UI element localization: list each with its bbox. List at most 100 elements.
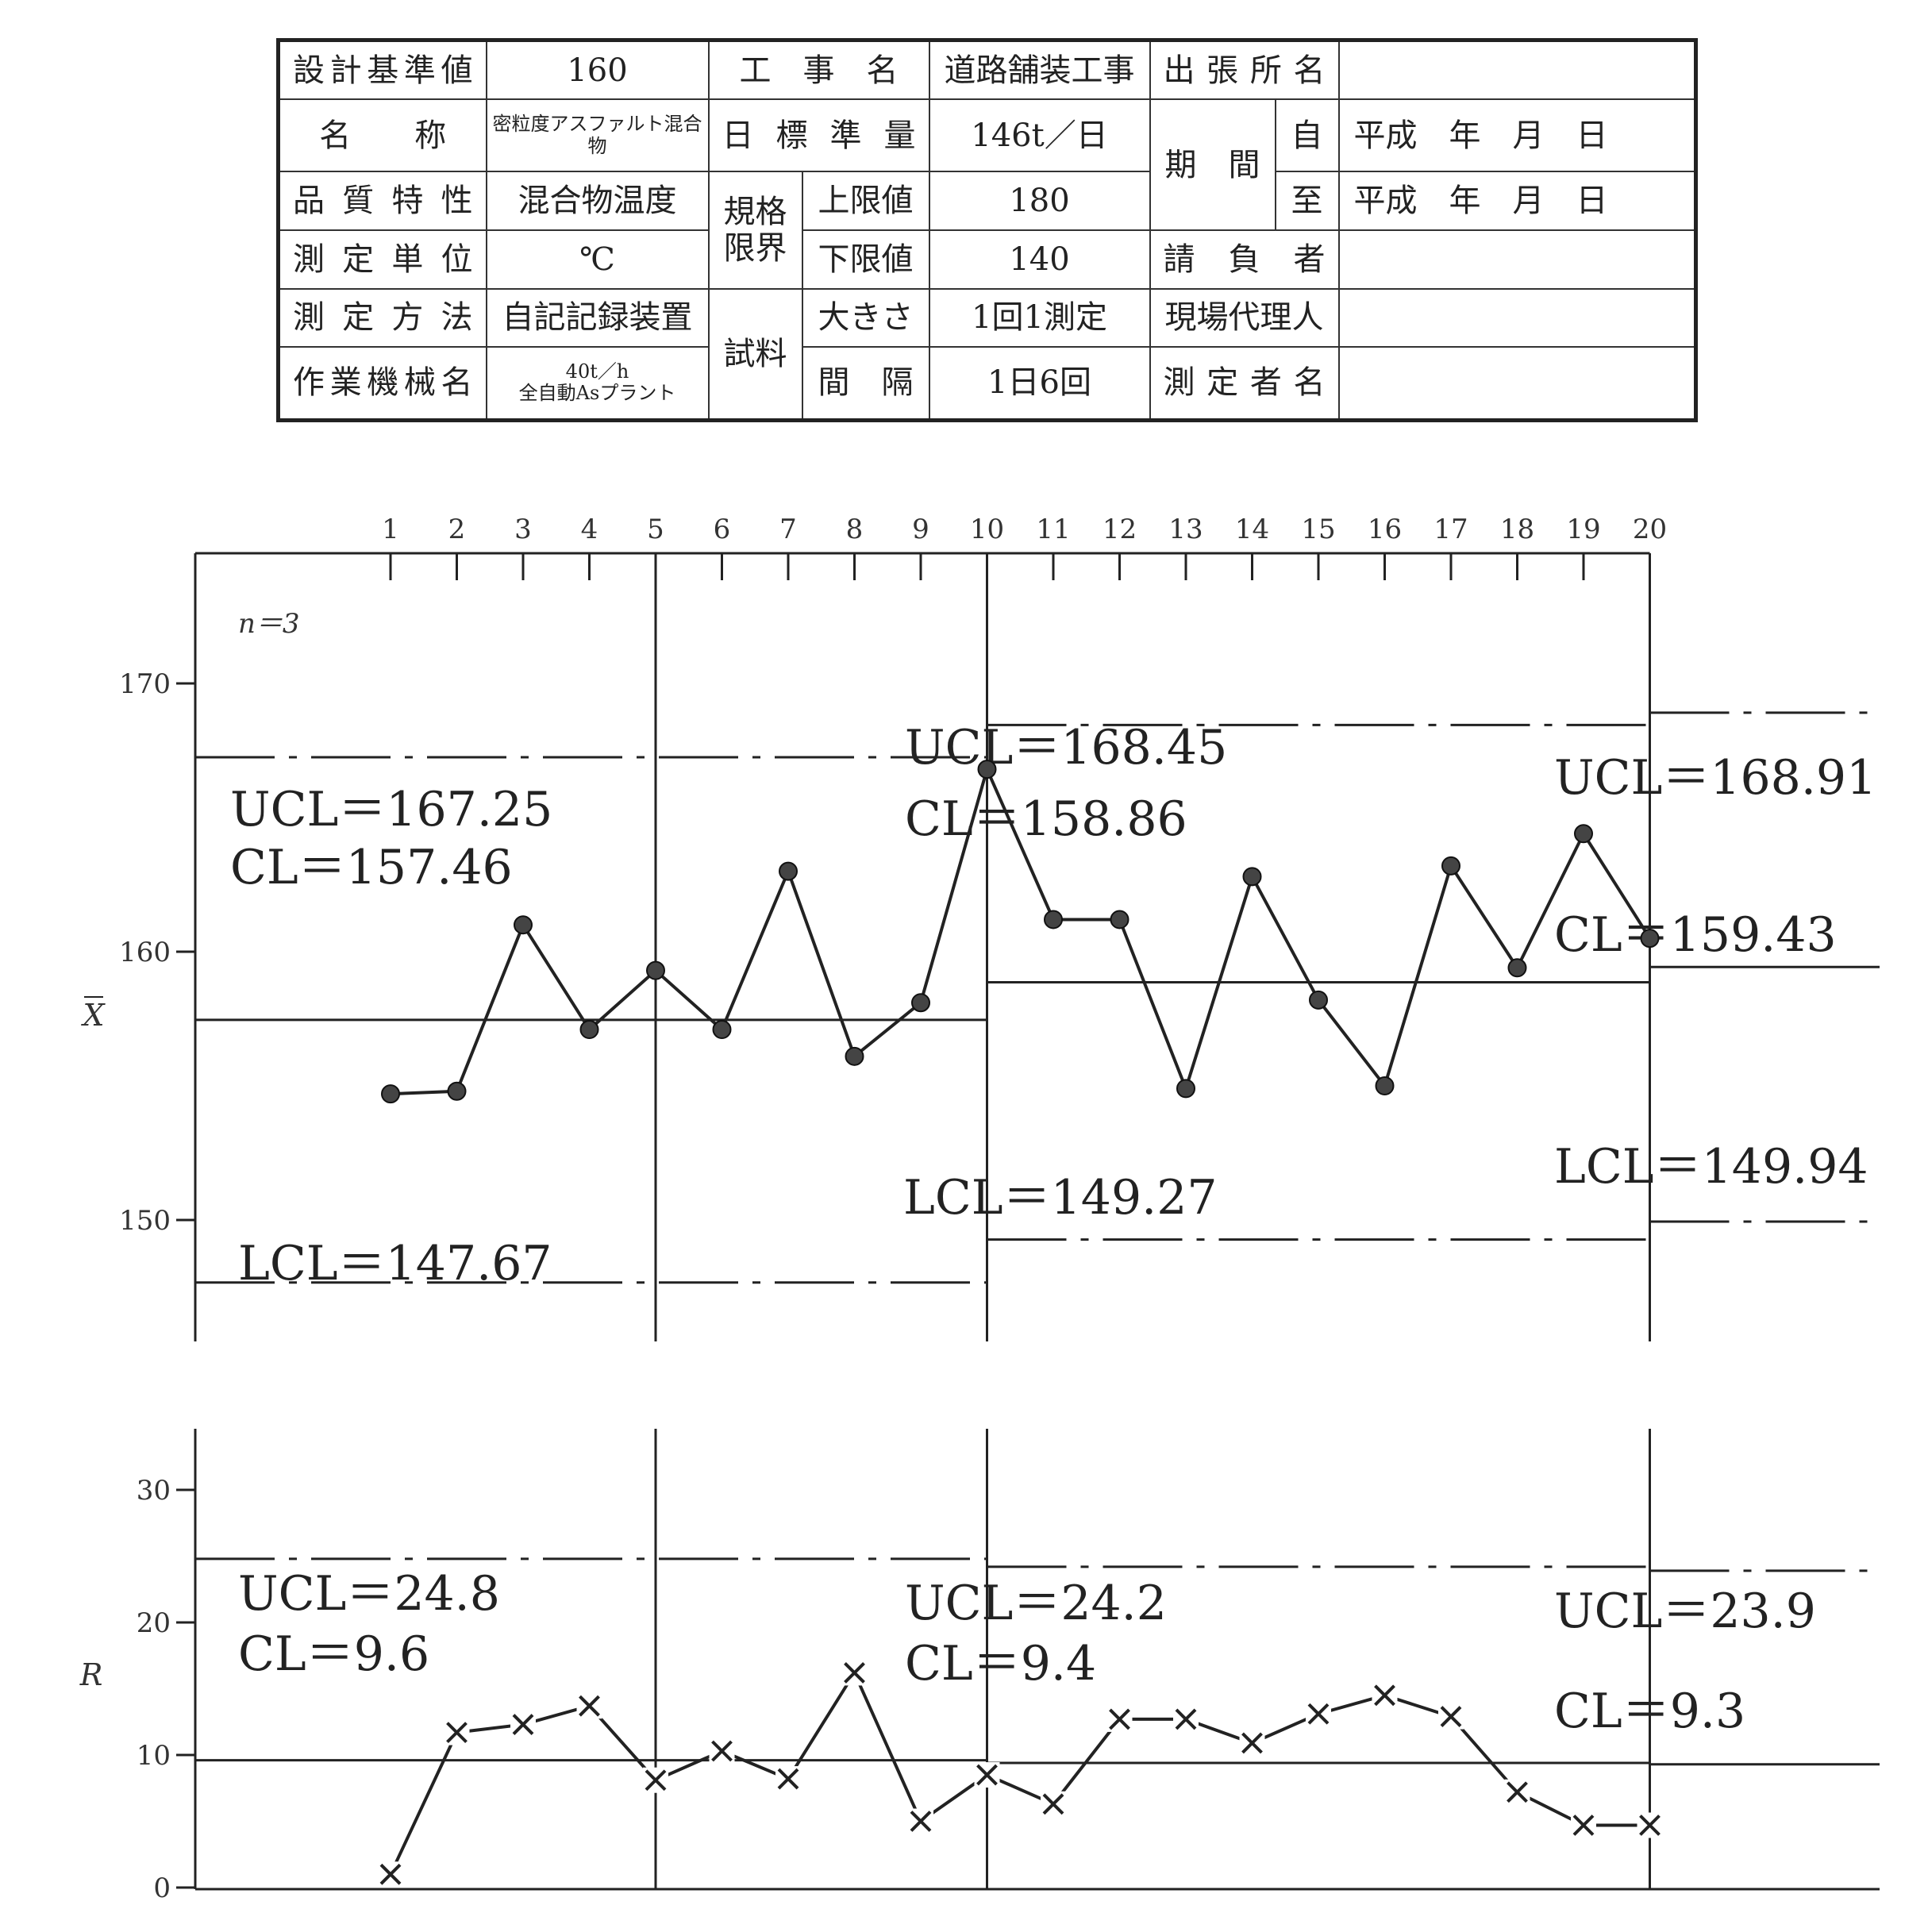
range-axis-symbol: R: [79, 1657, 103, 1692]
x-tick-label: 13: [1168, 514, 1203, 545]
unit-label: 測定単位: [277, 229, 487, 291]
x-tick-label: 11: [1036, 514, 1070, 545]
machine-value: 40t／h 全自動Asプラント: [485, 345, 710, 421]
xbar-point: [381, 1084, 400, 1104]
range-point: [775, 1766, 801, 1792]
range-point: [1438, 1703, 1464, 1730]
range-cl-label: CL＝9.6: [238, 1626, 429, 1682]
office-value: [1337, 39, 1697, 101]
range-point: [841, 1660, 868, 1686]
range-point-cross: [1374, 1684, 1395, 1707]
size-label: 大きさ: [801, 288, 930, 348]
x-tick-label: 8: [846, 514, 864, 545]
xbar-point: [1640, 929, 1660, 949]
xbar-point: [1044, 910, 1063, 929]
x-tick-label: 5: [647, 514, 664, 545]
design-standard-label: 設計基準値: [277, 39, 487, 101]
interval-label: 間 隔: [801, 345, 930, 421]
range-point: [1239, 1730, 1265, 1756]
range-point-cross: [645, 1769, 667, 1792]
range-y-tick-label: 30: [137, 1475, 171, 1507]
method-value: 自記記録装置: [485, 288, 710, 348]
xbar-lcl-label: LCL＝149.94: [1554, 1139, 1868, 1195]
x-tick-label: 2: [448, 514, 466, 545]
contractor-label: 請 負 者: [1149, 229, 1340, 291]
range-point-cross: [1307, 1703, 1330, 1725]
unit-value: ℃: [485, 229, 710, 291]
range-y-tick-label: 0: [153, 1872, 171, 1904]
range-point: [1571, 1812, 1596, 1838]
xbar-y-tick-label: 150: [119, 1205, 171, 1237]
method-label: 測定方法: [277, 288, 487, 348]
project-value: 道路舗装工事: [928, 39, 1151, 101]
x-tick-label: 19: [1566, 514, 1600, 545]
xbar-point: [1375, 1076, 1395, 1095]
machine-value-line2: 全自動Asプラント: [518, 382, 676, 405]
range-point: [378, 1861, 403, 1888]
x-tick-label: 17: [1433, 514, 1468, 545]
x-tick-label: 7: [779, 514, 797, 545]
period-from-value: 平成 年 月 日: [1337, 98, 1697, 172]
range-ucl-label: UCL＝24.2: [905, 1576, 1167, 1631]
range-point-cross: [976, 1764, 998, 1786]
range-point: [1306, 1701, 1331, 1727]
period-label: 期 間: [1149, 98, 1276, 231]
range-point: [510, 1711, 536, 1738]
xbar-point: [1574, 824, 1593, 844]
range-point-cross: [910, 1811, 932, 1832]
range-point: [709, 1738, 735, 1764]
xbar-point: [579, 1020, 599, 1040]
x-tick-label: 16: [1368, 514, 1402, 545]
daily-target-value: 146t／日: [928, 98, 1151, 172]
xbar-point: [447, 1081, 467, 1101]
xbar-point: [977, 760, 997, 779]
range-cl-label: CL＝9.4: [905, 1636, 1096, 1691]
office-label: 出張所名: [1149, 39, 1340, 101]
daily-target-label: 日標準量: [707, 98, 930, 172]
range-point-cross: [1572, 1815, 1595, 1836]
name-label: 名 称: [277, 98, 487, 172]
quality-value: 混合物温度: [485, 170, 710, 231]
x-tick-label: 14: [1235, 514, 1269, 545]
range-point-cross: [777, 1768, 799, 1790]
xbar-point: [712, 1020, 732, 1040]
upper-limit-label: 上限値: [801, 170, 930, 231]
range-point-cross: [1042, 1793, 1064, 1815]
upper-limit-value: 180: [928, 170, 1151, 231]
xbar-cl-label: CL＝158.86: [905, 791, 1187, 847]
interval-value: 1日6回: [928, 345, 1151, 421]
xbar-point: [1176, 1079, 1195, 1099]
xbar-point: [779, 861, 798, 881]
range-point: [576, 1693, 602, 1719]
range-point: [1637, 1812, 1663, 1838]
range-point-cross: [1639, 1815, 1661, 1836]
quality-label: 品質特性: [277, 170, 487, 231]
x-tick-label: 15: [1301, 514, 1335, 545]
range-point-cross: [1109, 1708, 1130, 1730]
xbar-point: [646, 960, 665, 980]
xbar-point: [1242, 867, 1262, 887]
range-point-cross: [579, 1695, 600, 1717]
range-point: [1106, 1706, 1133, 1732]
range-point: [1173, 1706, 1199, 1732]
range-ucl-label: UCL＝23.9: [1554, 1584, 1816, 1639]
xbar-y-tick-label: 170: [119, 668, 171, 700]
range-point-cross: [512, 1714, 534, 1736]
xbar-point: [1110, 910, 1129, 929]
range-point-cross: [1175, 1708, 1197, 1730]
range-point-cross: [446, 1722, 468, 1744]
range-point: [1372, 1682, 1398, 1708]
machine-label: 作業機械名: [277, 345, 487, 421]
range-point-cross: [1507, 1781, 1528, 1803]
x-tick-label: 12: [1103, 514, 1137, 545]
x-tick-label: 6: [714, 514, 731, 545]
xbar-point: [1507, 958, 1527, 978]
range-y-tick-label: 10: [137, 1740, 171, 1772]
x-tick-label: 18: [1500, 514, 1534, 545]
measurer-value: [1337, 345, 1697, 421]
range-point-cross: [1241, 1732, 1263, 1754]
range-point-cross: [1440, 1706, 1462, 1727]
x-tick-label: 3: [514, 514, 532, 545]
range-point: [908, 1808, 933, 1834]
